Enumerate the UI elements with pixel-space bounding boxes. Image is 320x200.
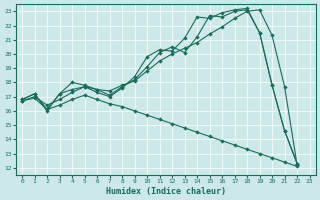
X-axis label: Humidex (Indice chaleur): Humidex (Indice chaleur) bbox=[106, 187, 226, 196]
